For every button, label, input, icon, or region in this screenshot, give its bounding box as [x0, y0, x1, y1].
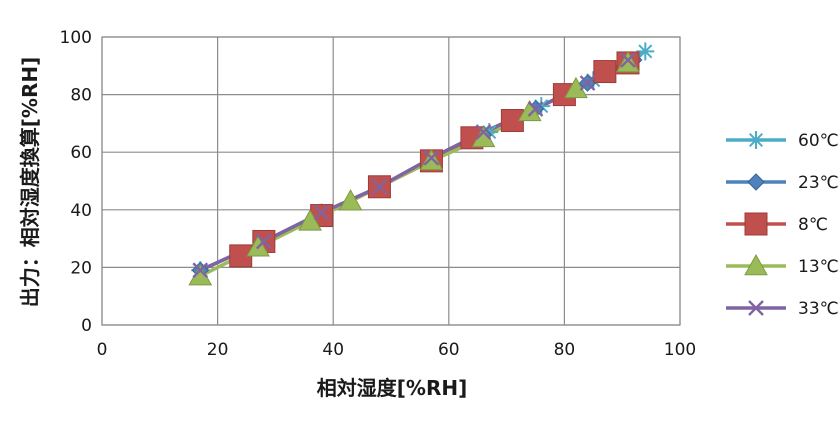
axis-tick-labels: 0 20 40 60 80 100 0 20 40 60 80 100	[60, 28, 697, 360]
x-tick-label-20: 20	[207, 340, 229, 360]
series-4-point-2	[313, 204, 330, 221]
series-3-point-3	[338, 189, 363, 211]
legend-marker-0	[747, 131, 765, 149]
y-tick-label-20: 20	[70, 258, 92, 278]
series-4-point-6	[527, 101, 544, 117]
x-axis-title: 相対湿度[%RH]	[317, 376, 467, 400]
legend-label-0: 60℃	[798, 131, 839, 151]
series-4-point-1	[255, 233, 272, 250]
legend-label-3: 13℃	[798, 257, 839, 277]
y-tick-label-60: 60	[70, 143, 92, 163]
legend-marker-4	[748, 300, 764, 316]
x-tick-label-0: 0	[97, 340, 108, 360]
legend-item-4: 33℃	[726, 299, 839, 319]
series-4-point-8	[620, 52, 636, 68]
legend-label-2: 8℃	[798, 215, 828, 235]
x-tick-label-80: 80	[554, 340, 576, 360]
y-tick-label-40: 40	[70, 201, 92, 221]
y-tick-label-100: 100	[60, 28, 92, 48]
x-tick-label-40: 40	[322, 340, 344, 360]
grid-lines	[101, 36, 681, 326]
legend-label-4: 33℃	[798, 299, 839, 319]
series-4-point-7	[579, 75, 596, 91]
legend-label-1: 23℃	[798, 173, 839, 193]
legend-item-2: 8℃	[726, 212, 828, 236]
series-4-point-0	[192, 262, 209, 279]
legend-item-3: 13℃	[726, 253, 839, 277]
series-4-point-4	[423, 150, 440, 166]
series-4-point-3	[371, 178, 388, 195]
series-markers	[188, 42, 655, 286]
series-0-point-8	[636, 42, 655, 61]
x-tick-label-60: 60	[438, 340, 460, 360]
x-tick-label-100: 100	[664, 340, 696, 360]
legend-marker-2	[744, 212, 768, 236]
y-axis-title: 出力：相対湿度換算[%RH]	[18, 57, 42, 307]
legend-marker-1	[747, 173, 765, 191]
legend-item-0: 60℃	[726, 131, 839, 151]
legend-marker-3	[744, 253, 768, 276]
y-tick-label-80: 80	[70, 86, 92, 106]
plot-area-border	[101, 36, 681, 326]
legend-item-1: 23℃	[726, 173, 839, 193]
series-2-point-8	[593, 60, 617, 84]
legend: 60℃ 23℃ 8℃ 13℃ 33℃	[726, 131, 839, 319]
y-tick-label-0: 0	[81, 316, 92, 336]
series-4-point-5	[475, 124, 492, 140]
